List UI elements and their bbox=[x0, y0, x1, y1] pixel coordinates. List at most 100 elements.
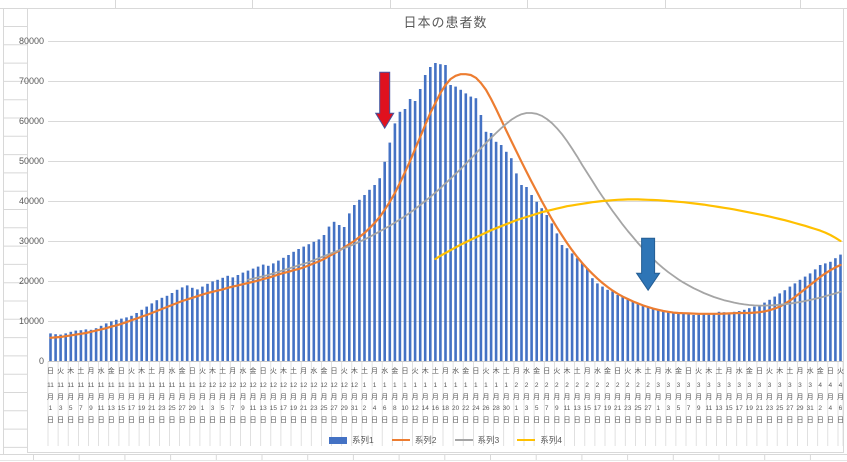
day-number: 21 bbox=[148, 405, 156, 412]
bar bbox=[84, 329, 88, 361]
weekday-label: 月 bbox=[371, 368, 379, 375]
x-tick-label: 金 3 月 19 日 bbox=[744, 366, 754, 426]
bar bbox=[418, 89, 422, 361]
bar bbox=[115, 319, 118, 361]
month-number: 2 bbox=[555, 382, 559, 389]
weekday-label: 日 bbox=[401, 368, 409, 375]
day-kanji: 日 bbox=[269, 416, 277, 424]
x-tick-label: 土 11 月 7 日 bbox=[76, 366, 86, 426]
y-tick-label: 50000 bbox=[18, 156, 44, 166]
month-kanji: 月 bbox=[77, 393, 85, 401]
day-kanji: 日 bbox=[462, 416, 470, 424]
red-down-arrow[interactable] bbox=[374, 71, 395, 130]
month-number: 12 bbox=[289, 382, 298, 389]
day-number: 8 bbox=[393, 405, 397, 412]
day-kanji: 日 bbox=[705, 416, 713, 424]
legend-item-1[interactable]: 系列1 bbox=[329, 434, 374, 446]
month-kanji: 月 bbox=[431, 393, 439, 401]
bar bbox=[342, 227, 346, 361]
month-kanji: 月 bbox=[533, 393, 541, 401]
bar bbox=[570, 253, 574, 361]
day-kanji: 日 bbox=[563, 416, 571, 424]
day-kanji: 日 bbox=[229, 416, 237, 424]
chart-object[interactable] bbox=[27, 8, 844, 453]
x-tick-label: 金 2 月 5 日 bbox=[532, 366, 542, 426]
month-kanji: 月 bbox=[685, 393, 693, 401]
legend-item-3[interactable]: 系列3 bbox=[454, 434, 499, 446]
day-kanji: 日 bbox=[441, 416, 449, 424]
day-kanji: 日 bbox=[725, 416, 733, 424]
month-kanji: 月 bbox=[755, 393, 763, 401]
month-kanji: 月 bbox=[583, 393, 591, 401]
month-kanji: 月 bbox=[826, 393, 834, 401]
legend-item-2[interactable]: 系列2 bbox=[391, 434, 437, 446]
day-kanji: 日 bbox=[533, 416, 541, 424]
bar bbox=[312, 241, 316, 361]
weekday-label: 土 bbox=[360, 368, 368, 375]
bar bbox=[818, 265, 822, 361]
day-number: 29 bbox=[340, 405, 348, 412]
month-kanji: 月 bbox=[664, 393, 672, 401]
day-number: 28 bbox=[492, 405, 500, 412]
day-number: 7 bbox=[79, 405, 83, 412]
x-tick-label: 月 11 月 23 日 bbox=[157, 366, 167, 426]
bar bbox=[530, 195, 533, 361]
bar bbox=[165, 295, 169, 361]
bar bbox=[773, 296, 776, 361]
bar bbox=[702, 313, 706, 361]
bar bbox=[479, 115, 483, 361]
day-number: 5 bbox=[220, 405, 225, 412]
bar bbox=[145, 306, 148, 361]
bar bbox=[423, 75, 427, 361]
month-kanji: 月 bbox=[87, 393, 95, 401]
month-kanji: 月 bbox=[563, 393, 571, 401]
day-number: 3 bbox=[524, 405, 529, 412]
bar bbox=[337, 225, 341, 361]
bar bbox=[241, 272, 245, 361]
day-number: 2 bbox=[362, 405, 367, 412]
month-number: 12 bbox=[310, 382, 318, 389]
month-kanji: 月 bbox=[239, 393, 247, 401]
x-tick-label: 月 3 月 29 日 bbox=[795, 366, 805, 426]
x-tick-label: 日 2 月 7 日 bbox=[542, 366, 552, 426]
day-number: 23 bbox=[310, 405, 318, 412]
month-number: 12 bbox=[300, 382, 308, 389]
day-number: 30 bbox=[502, 405, 510, 412]
month-kanji: 月 bbox=[209, 393, 217, 401]
month-kanji: 月 bbox=[219, 393, 227, 401]
day-number: 17 bbox=[735, 405, 743, 412]
month-kanji: 月 bbox=[816, 393, 824, 401]
day-number: 3 bbox=[666, 405, 671, 412]
x-tick-label: 水 2 月 3 日 bbox=[522, 366, 532, 426]
day-kanji: 日 bbox=[644, 416, 652, 424]
x-tick-label: 木 11 月 5 日 bbox=[66, 366, 76, 426]
day-number: 31 bbox=[806, 405, 814, 412]
blue-down-arrow[interactable] bbox=[635, 237, 661, 292]
x-tick-label: 月 1 月 18 日 bbox=[440, 366, 450, 426]
month-number: 3 bbox=[656, 382, 660, 389]
month-number: 1 bbox=[382, 382, 387, 389]
x-tick-label: 金 3 月 5 日 bbox=[673, 366, 683, 426]
month-number: 2 bbox=[595, 382, 600, 389]
x-tick-label: 土 12 月 19 日 bbox=[289, 366, 299, 426]
bar bbox=[251, 268, 255, 361]
x-tick-label: 木 3 月 11 日 bbox=[704, 366, 714, 426]
day-kanji: 日 bbox=[107, 416, 115, 424]
bar bbox=[505, 151, 508, 361]
weekday-label: 火 bbox=[766, 368, 774, 375]
legend-label: 系列4 bbox=[540, 435, 562, 445]
bar bbox=[824, 263, 827, 361]
month-number: 12 bbox=[219, 382, 227, 389]
line-series-3 bbox=[247, 112, 842, 307]
line-series-2 bbox=[49, 73, 842, 339]
bar bbox=[211, 281, 214, 361]
month-number: 1 bbox=[474, 382, 478, 389]
month-kanji: 月 bbox=[806, 393, 814, 401]
legend-item-4[interactable]: 系列4 bbox=[517, 434, 562, 446]
day-kanji: 日 bbox=[421, 416, 429, 424]
bar bbox=[682, 313, 685, 361]
day-kanji: 日 bbox=[543, 416, 551, 424]
bar bbox=[94, 328, 98, 361]
y-tick-label: 20000 bbox=[18, 276, 44, 286]
